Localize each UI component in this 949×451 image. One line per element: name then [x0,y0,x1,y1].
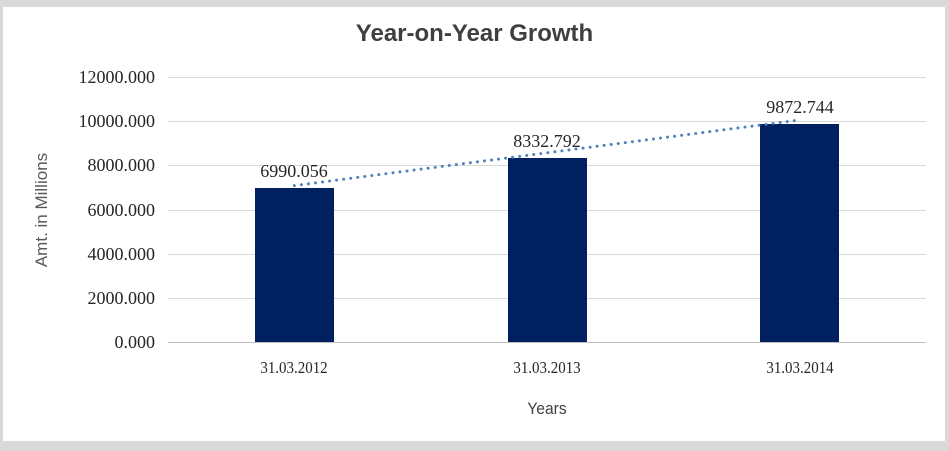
data-label: 9872.744 [766,97,834,117]
data-label: 6990.056 [260,161,328,181]
y-tick-label: 10000.000 [78,111,156,131]
x-tick-label: 31.03.2013 [513,358,581,377]
y-tick-label: 12000.000 [78,67,156,87]
frame-edge-bottom [0,441,949,451]
gridline [168,77,926,78]
x-axis-line [168,342,926,343]
frame-edge-left [0,0,3,451]
y-tick-label: 2000.000 [87,288,156,308]
frame-edge-top [0,0,949,7]
y-tick-label: 8000.000 [87,155,156,175]
bar [760,124,839,342]
y-tick-label: 0.000 [114,332,156,352]
x-axis-title: Years [527,399,567,418]
bar [255,188,334,342]
y-tick-label: 6000.000 [87,200,156,220]
data-label: 8332.792 [513,131,581,151]
x-tick-label: 31.03.2012 [260,358,328,377]
gridline [168,121,926,122]
chart-title: Year-on-Year Growth [355,20,594,47]
x-tick-label: 31.03.2014 [766,358,834,377]
y-tick-label: 4000.000 [87,244,156,264]
bar [508,158,587,342]
frame-edge-right [945,0,949,451]
